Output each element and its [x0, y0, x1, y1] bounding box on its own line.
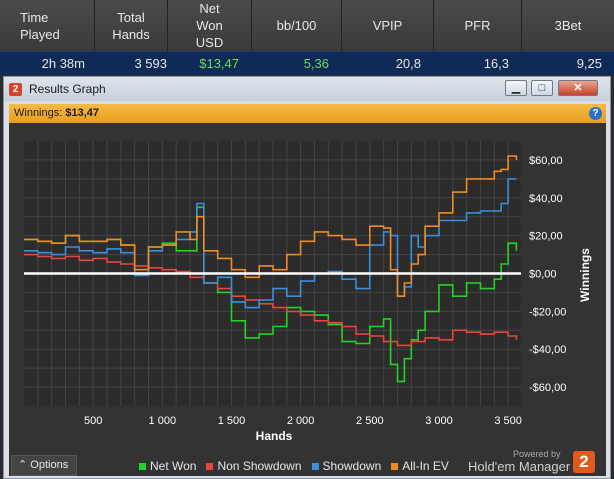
series-line-all-in-ev	[24, 155, 518, 297]
legend-net-won[interactable]: Net Won	[139, 459, 196, 473]
window-titlebar[interactable]: 2 Results Graph ▁ □ ✕	[4, 77, 610, 101]
y-tick-label: $0,00	[529, 269, 557, 281]
x-tick-labels: 500 1 000 1 500 2 000 2 500 3 000 3 500	[84, 415, 522, 427]
y-tick-label: -$60,00	[529, 382, 566, 394]
value-pfr: 16,3	[483, 56, 509, 71]
winnings-bar: Winnings: $13,47 ?	[9, 104, 606, 123]
legend-label: Non Showdown	[217, 459, 302, 473]
legend-all-in-ev[interactable]: All-In EV	[391, 459, 449, 473]
chevron-up-icon: ⌃	[18, 459, 28, 471]
legend: Net Won Non Showdown Showdown All-In EV	[139, 459, 449, 473]
header-vpip[interactable]: VPIP	[342, 0, 434, 51]
x-tick-label: 1 500	[218, 415, 246, 427]
header-net-won[interactable]: Net Won USD	[168, 0, 252, 51]
winnings-summary: Winnings: $13,47	[14, 107, 99, 119]
window-title: Results Graph	[29, 82, 106, 96]
help-icon[interactable]: ?	[589, 107, 602, 120]
x-tick-label: 3 000	[425, 415, 453, 427]
series-line-non-showdown	[24, 253, 518, 347]
legend-swatch	[311, 462, 319, 470]
y-tick-label: $20,00	[529, 231, 563, 243]
header-3bet[interactable]: 3Bet	[554, 18, 582, 33]
header-total-hands[interactable]: Total Hands	[95, 0, 168, 51]
options-label: Options	[30, 459, 69, 471]
close-button[interactable]: ✕	[558, 80, 598, 96]
stats-row: 2h 38m 3 593 $13,47 5,36 20,8 16,3 9,25	[0, 51, 614, 75]
legend-label: Net Won	[150, 459, 197, 473]
graph-footer: ⌃ Options Net Won Non Showdown Showdown …	[9, 449, 606, 476]
x-tick-label: 2 500	[356, 415, 384, 427]
header-bb100[interactable]: bb/100	[252, 0, 342, 51]
app-logo-icon: 2	[9, 83, 22, 96]
value-bb100: 5,36	[303, 56, 329, 71]
y-tick-label: -$20,00	[529, 306, 566, 318]
graph-panel: Winnings: $13,47 ? 500 1 000 1 500 2 000 2 5…	[9, 104, 606, 476]
options-button[interactable]: ⌃ Options	[11, 455, 77, 476]
powered-by-text: Powered by	[513, 449, 561, 459]
y-tick-label: $40,00	[529, 193, 563, 205]
x-tick-label: 1 000	[149, 415, 177, 427]
value-net-won: $13,47	[199, 56, 239, 71]
y-tick-label: $60,00	[529, 155, 563, 167]
header-pfr[interactable]: PFR	[434, 0, 522, 51]
legend-non-showdown[interactable]: Non Showdown	[206, 459, 302, 473]
winnings-value: $13,47	[65, 107, 100, 119]
legend-swatch	[391, 462, 399, 470]
maximize-button[interactable]: □	[531, 80, 553, 96]
y-axis-label: Winnings	[578, 248, 592, 302]
series-lines	[24, 155, 518, 383]
x-tick-label: 500	[84, 415, 102, 427]
results-graph-window: 2 Results Graph ▁ □ ✕ Winnings: $13,47 ?…	[3, 76, 611, 479]
brand-logo-icon: 2	[573, 451, 595, 473]
legend-label: Showdown	[322, 459, 382, 473]
value-vpip: 20,8	[395, 56, 421, 71]
brand-name: Hold'em Manager	[468, 459, 571, 474]
header-time-played[interactable]: Time Played	[0, 0, 95, 51]
legend-showdown[interactable]: Showdown	[311, 459, 382, 473]
stats-header: Time Played Total Hands Net Won USD bb/100 V…	[0, 0, 614, 51]
x-tick-label: 3 500	[494, 415, 522, 427]
legend-swatch	[139, 462, 146, 470]
y-tick-label: -$40,00	[529, 344, 566, 356]
results-chart: 500 1 000 1 500 2 000 2 500 3 000 3 500 $60,00…	[24, 141, 592, 443]
value-time-played: 2h 38m	[41, 56, 85, 71]
legend-label: All-In EV	[402, 459, 449, 473]
value-3bet: 9,25	[576, 56, 602, 71]
x-axis-label: Hands	[256, 429, 293, 443]
y-tick-labels: $60,00 $40,00 $20,00 $0,00 -$20,00 -$40,00 -$6…	[529, 155, 566, 394]
value-total-hands: 3 593	[134, 56, 167, 71]
winnings-label: Winnings:	[14, 107, 63, 119]
minimize-button[interactable]: ▁	[505, 80, 527, 96]
legend-swatch	[206, 462, 214, 470]
x-tick-label: 2 000	[287, 415, 315, 427]
